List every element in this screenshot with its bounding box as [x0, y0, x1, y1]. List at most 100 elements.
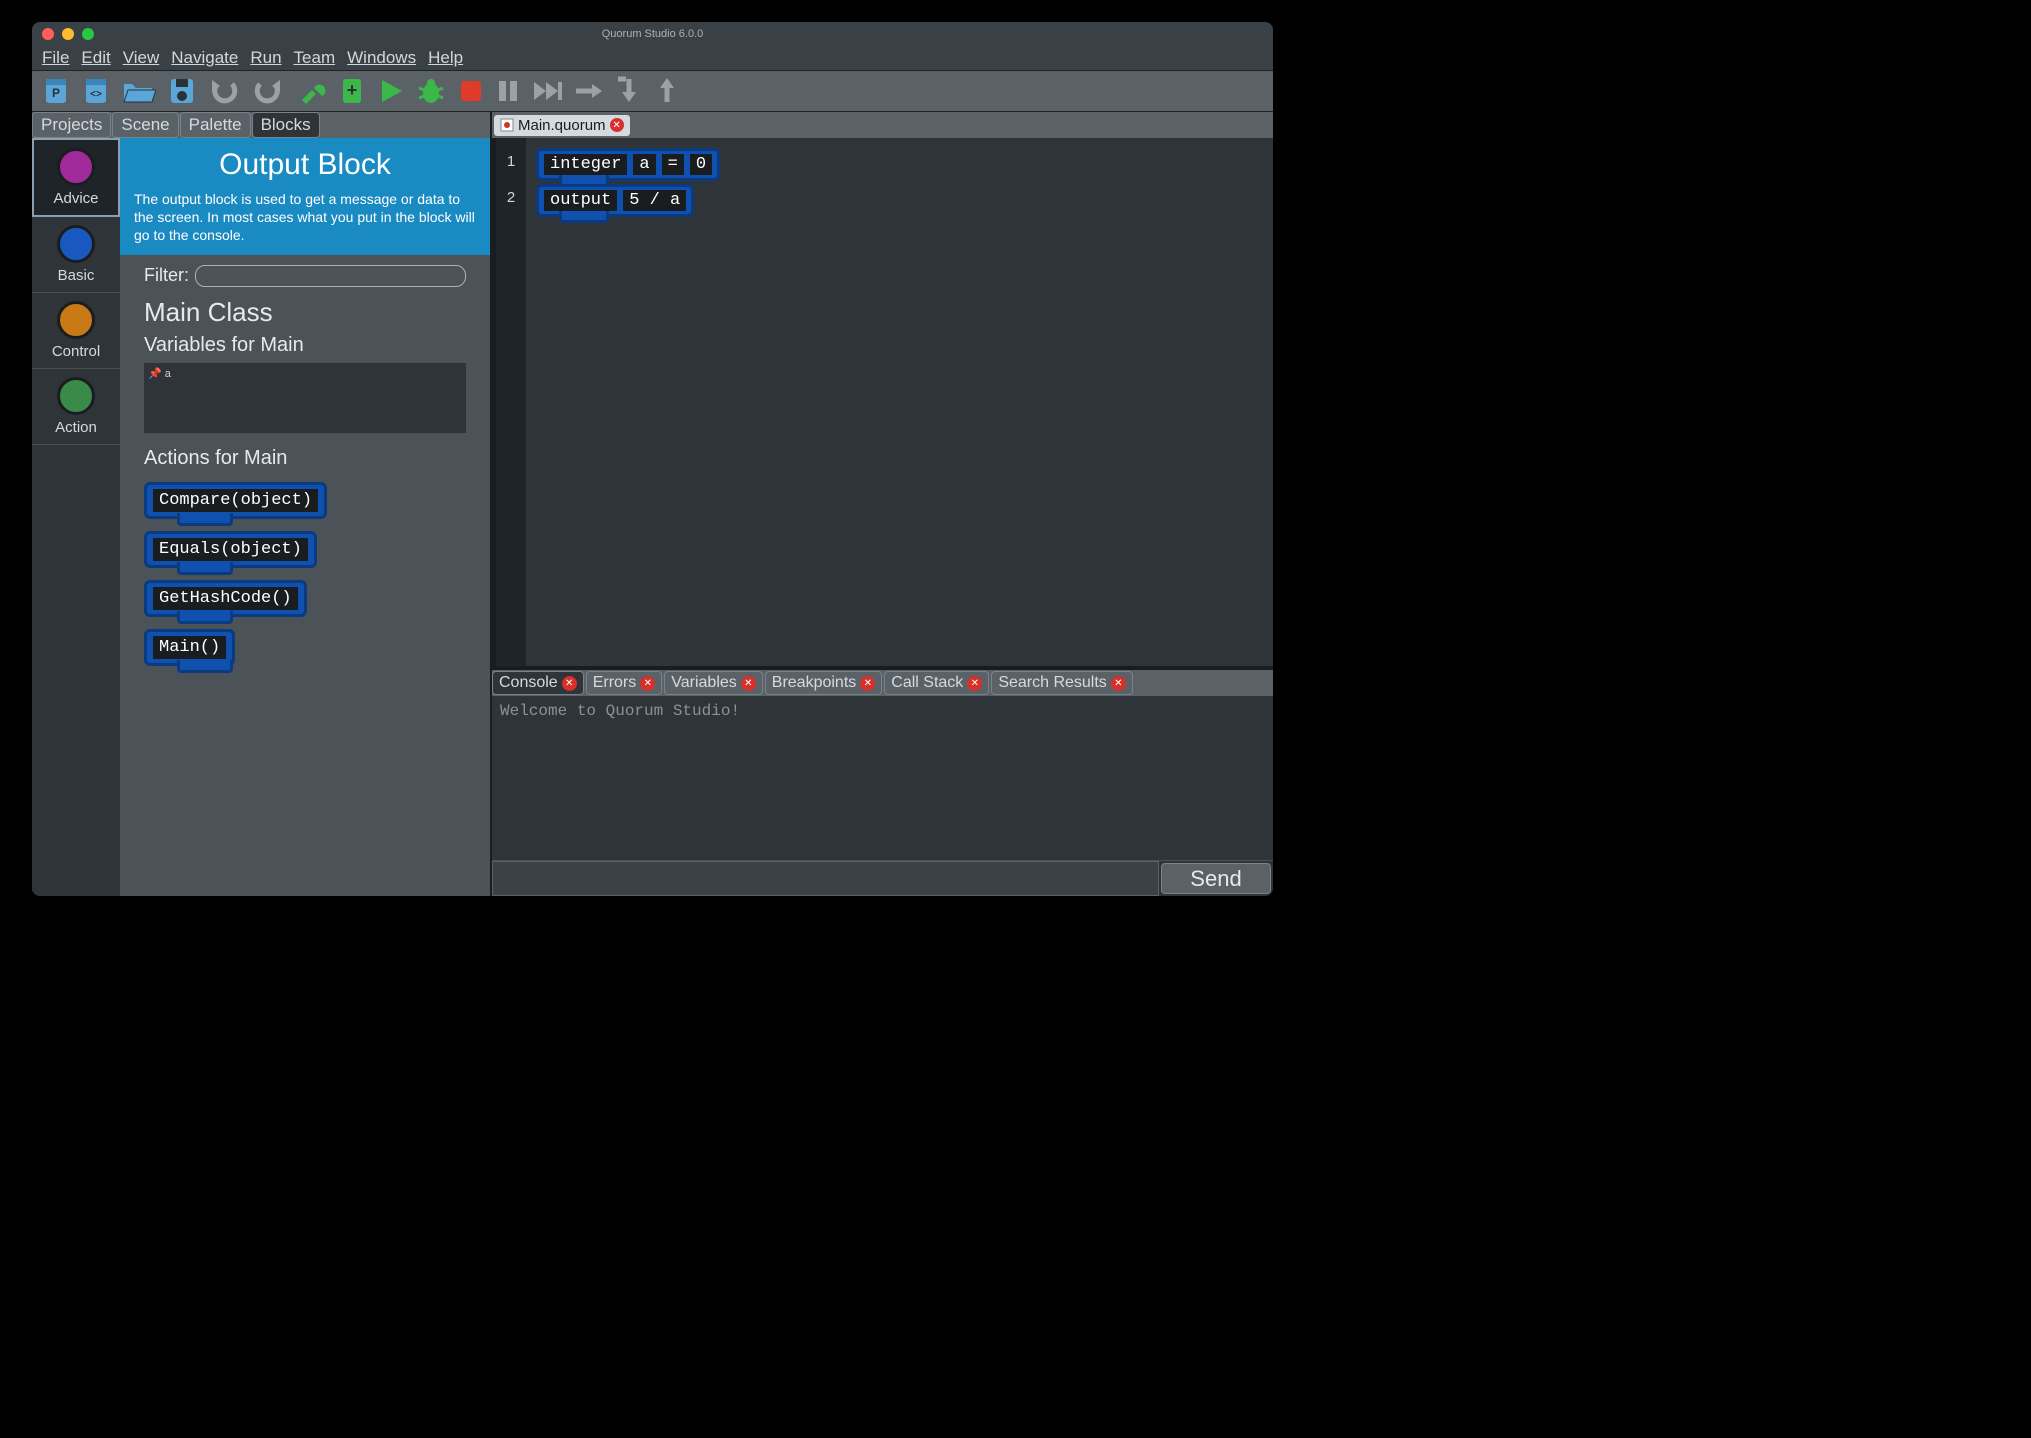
left-tab-projects[interactable]: Projects: [32, 112, 111, 138]
stop-icon[interactable]: [458, 76, 484, 106]
action-block[interactable]: GetHashCode(): [144, 580, 307, 617]
palette-body: Filter: Main Class Variables for Main 📌 …: [120, 255, 490, 682]
close-tab-icon[interactable]: ✕: [562, 676, 577, 691]
variables-box: 📌 a: [144, 363, 466, 433]
run-icon[interactable]: [378, 76, 404, 106]
continue-icon[interactable]: [532, 76, 562, 106]
code-token: 5 / a: [623, 190, 686, 211]
category-color-icon: [57, 377, 95, 415]
close-tab-icon[interactable]: ✕: [967, 676, 982, 691]
code-token: integer: [544, 154, 627, 175]
editor-tab-label: Main.quorum: [518, 117, 606, 134]
undo-icon[interactable]: [208, 76, 240, 106]
menu-windows[interactable]: Windows: [343, 48, 420, 68]
action-block-label: Equals(object): [153, 538, 308, 561]
menu-run[interactable]: Run: [246, 48, 285, 68]
bottom-tab-label: Call Stack: [891, 674, 963, 692]
action-block-label: Compare(object): [153, 489, 318, 512]
action-block[interactable]: Main(): [144, 629, 235, 666]
menu-file[interactable]: File: [38, 48, 73, 68]
close-tab-icon[interactable]: ✕: [1111, 676, 1126, 691]
variables-heading: Variables for Main: [144, 334, 466, 357]
toolbar: P <> +: [32, 70, 1273, 112]
console-input[interactable]: [492, 861, 1159, 896]
step-out-icon[interactable]: [654, 76, 680, 106]
maximize-window-button[interactable]: [82, 28, 94, 40]
open-icon[interactable]: [122, 76, 156, 106]
svg-text:<>: <>: [90, 89, 102, 100]
category-advice[interactable]: Advice: [32, 138, 120, 217]
category-strip: Advice Basic Control Action: [32, 138, 120, 896]
app-window: Quorum Studio 6.0.0 FileEditViewNavigate…: [32, 22, 1273, 896]
line-gutter: 12: [496, 138, 526, 666]
category-label: Basic: [58, 267, 95, 284]
bottom-tabs: Console✕Errors✕Variables✕Breakpoints✕Cal…: [492, 670, 1273, 696]
titlebar: Quorum Studio 6.0.0: [32, 22, 1273, 46]
left-tab-palette[interactable]: Palette: [180, 112, 251, 138]
left-tab-scene[interactable]: Scene: [112, 112, 178, 138]
bottom-tab-search-results[interactable]: Search Results✕: [991, 671, 1133, 695]
palette-header: Output Block The output block is used to…: [120, 138, 490, 255]
save-icon[interactable]: [168, 76, 196, 106]
class-heading: Main Class: [144, 297, 466, 328]
step-into-icon[interactable]: [616, 76, 642, 106]
category-label: Action: [55, 419, 97, 436]
close-tab-icon[interactable]: ✕: [741, 676, 756, 691]
code-token: 0: [690, 154, 712, 175]
clean-icon[interactable]: +: [338, 76, 366, 106]
right-panel: Main.quorum ✕ 12 integera=0 output 5 / a C…: [492, 112, 1273, 896]
debug-icon[interactable]: [416, 76, 446, 106]
menu-edit[interactable]: Edit: [77, 48, 114, 68]
console-input-row: Send: [492, 860, 1273, 896]
left-panel-body: Advice Basic Control Action Output Block Th…: [32, 138, 490, 896]
bottom-tab-call-stack[interactable]: Call Stack ✕: [884, 671, 989, 695]
left-panel: ProjectsScenePaletteBlocks Advice Basic Co…: [32, 112, 492, 896]
block-palette: Output Block The output block is used to…: [120, 138, 490, 896]
window-title: Quorum Studio 6.0.0: [602, 28, 704, 40]
bottom-tab-errors[interactable]: Errors✕: [586, 671, 663, 695]
build-icon[interactable]: [296, 76, 326, 106]
close-tab-icon[interactable]: ✕: [610, 118, 624, 132]
bottom-tab-variables[interactable]: Variables ✕: [664, 671, 763, 695]
actions-list: Compare(object) Equals(object) GetHashCode…: [144, 476, 466, 672]
code-editor[interactable]: 12 integera=0 output 5 / a: [492, 138, 1273, 666]
menubar: FileEditViewNavigateRunTeamWindowsHelp: [32, 46, 1273, 70]
left-panel-tabs: ProjectsScenePaletteBlocks: [32, 112, 490, 138]
minimize-window-button[interactable]: [62, 28, 74, 40]
send-button[interactable]: Send: [1161, 863, 1271, 894]
menu-view[interactable]: View: [119, 48, 164, 68]
category-control[interactable]: Control: [32, 293, 120, 369]
bottom-tab-breakpoints[interactable]: Breakpoints✕: [765, 671, 883, 695]
bottom-tab-label: Variables: [671, 674, 737, 692]
bottom-tab-console[interactable]: Console ✕: [492, 671, 584, 695]
line-number: 2: [496, 180, 526, 216]
menu-team[interactable]: Team: [290, 48, 340, 68]
new-file-icon[interactable]: <>: [82, 76, 110, 106]
bottom-tab-label: Console: [499, 674, 558, 692]
close-tab-icon[interactable]: ✕: [640, 676, 655, 691]
category-color-icon: [57, 225, 95, 263]
category-basic[interactable]: Basic: [32, 217, 120, 293]
code-block[interactable]: output 5 / a: [536, 184, 694, 217]
pause-icon[interactable]: [496, 76, 520, 106]
action-block[interactable]: Equals(object): [144, 531, 317, 568]
menu-navigate[interactable]: Navigate: [167, 48, 242, 68]
category-color-icon: [57, 148, 95, 186]
new-project-icon[interactable]: P: [42, 76, 70, 106]
filter-input[interactable]: [195, 265, 466, 287]
left-tab-blocks[interactable]: Blocks: [252, 112, 320, 138]
menu-help[interactable]: Help: [424, 48, 467, 68]
step-over-icon[interactable]: [574, 76, 604, 106]
close-window-button[interactable]: [42, 28, 54, 40]
bottom-panel: Console✕Errors✕Variables✕Breakpoints✕Cal…: [492, 666, 1273, 896]
filter-label: Filter:: [144, 265, 189, 286]
redo-icon[interactable]: [252, 76, 284, 106]
close-tab-icon[interactable]: ✕: [860, 676, 875, 691]
editor-tab[interactable]: Main.quorum ✕: [494, 115, 630, 136]
variable-item[interactable]: 📌 a: [148, 367, 462, 380]
code-token: output: [544, 190, 617, 211]
code-block[interactable]: integera=0: [536, 148, 720, 181]
category-action[interactable]: Action: [32, 369, 120, 445]
svg-text:+: +: [347, 80, 358, 100]
action-block[interactable]: Compare(object): [144, 482, 327, 519]
